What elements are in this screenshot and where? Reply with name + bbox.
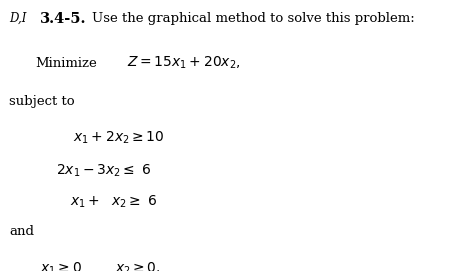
- Text: 3.4-5.: 3.4-5.: [40, 12, 87, 26]
- Text: D,I: D,I: [9, 12, 27, 25]
- Text: $x_1 \geq 0, \qquad x_2 \geq 0.$: $x_1 \geq 0, \qquad x_2 \geq 0.$: [40, 260, 161, 271]
- Text: and: and: [9, 225, 34, 238]
- Text: $x_1 + 2x_2 \geq 10$: $x_1 + 2x_2 \geq 10$: [73, 130, 164, 147]
- Text: $Z = 15x_1 + 20x_2,$: $Z = 15x_1 + 20x_2,$: [127, 54, 241, 71]
- Text: Minimize: Minimize: [35, 57, 97, 70]
- Text: $x_1 +\ \ x_2 \geq\ 6$: $x_1 +\ \ x_2 \geq\ 6$: [70, 194, 157, 210]
- Text: Use the graphical method to solve this problem:: Use the graphical method to solve this p…: [92, 12, 414, 25]
- Text: subject to: subject to: [9, 95, 75, 108]
- Text: $2x_1 - 3x_2 \leq\ 6$: $2x_1 - 3x_2 \leq\ 6$: [56, 163, 151, 179]
